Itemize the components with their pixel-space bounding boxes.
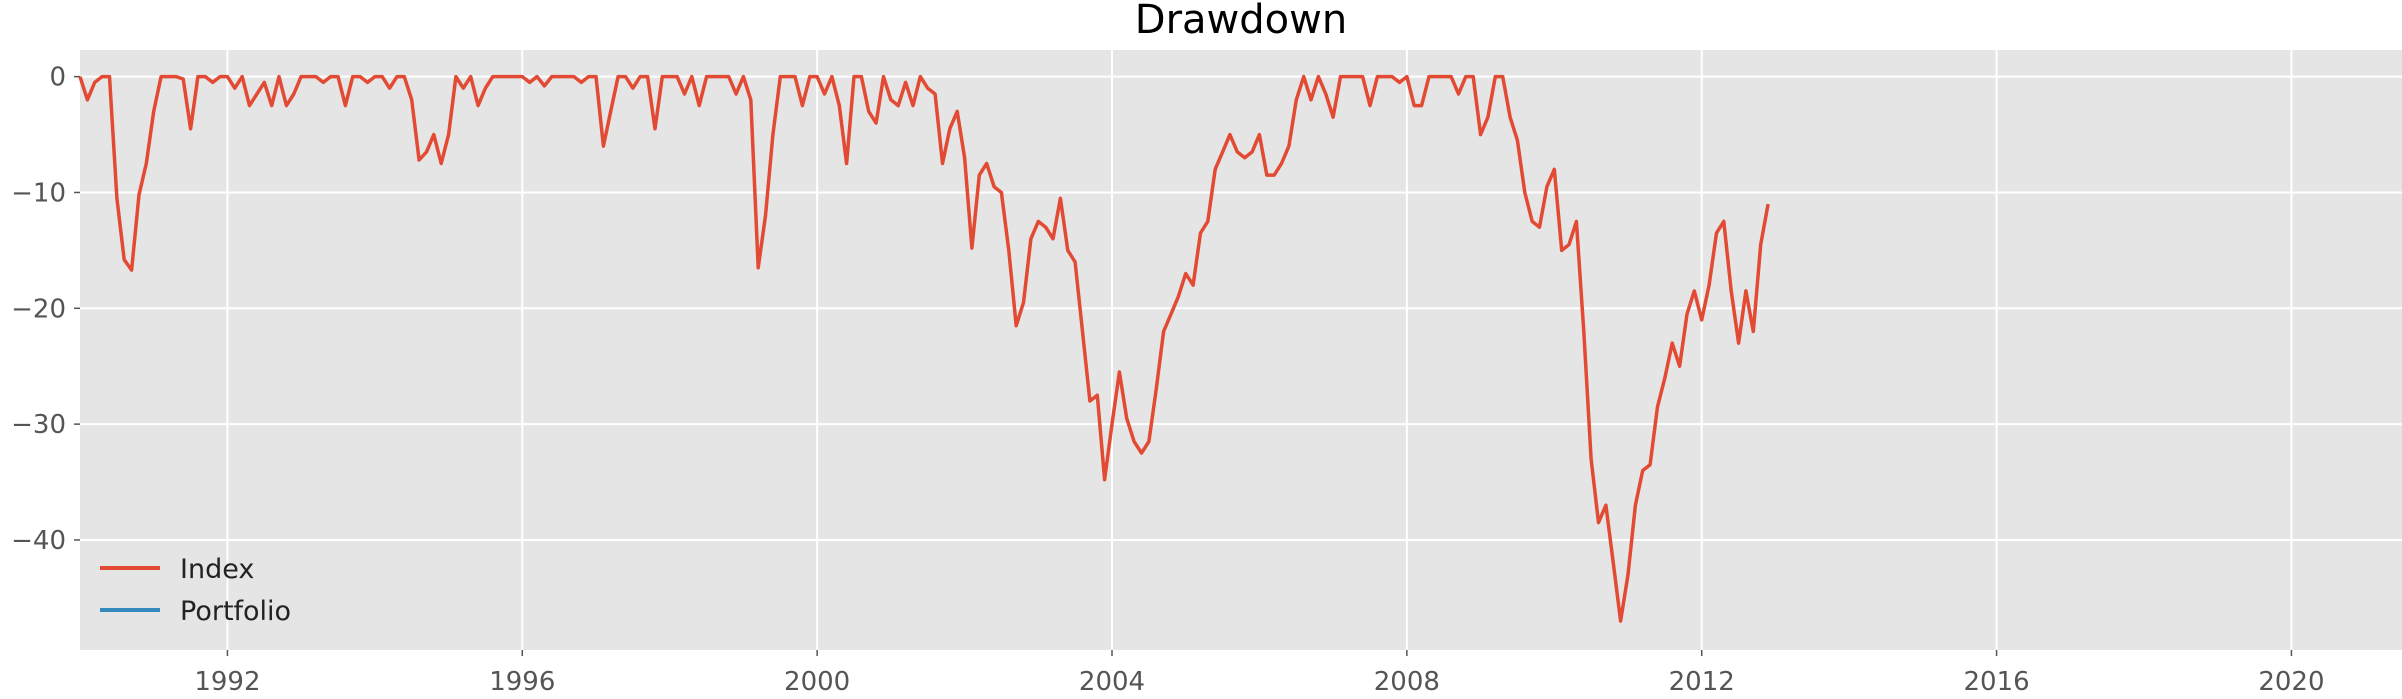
y-tick-label: −40: [11, 526, 66, 556]
y-tick-label: 0: [49, 63, 66, 93]
x-tick-label: 1996: [489, 667, 555, 697]
legend: Index Portfolio: [100, 554, 291, 627]
x-tick-label: 2008: [1374, 667, 1440, 697]
x-tick-label: 2020: [2258, 667, 2324, 697]
chart-title: Drawdown: [1135, 0, 1347, 43]
plot-area: 1992 1996 2000 2004 2008 2012 2016 2020 0 −10 −20 −…: [11, 50, 2402, 697]
x-tick-label: 2000: [784, 667, 850, 697]
y-tick-label: −10: [11, 178, 66, 208]
y-tick-label: −30: [11, 410, 66, 440]
plot-background: [80, 50, 2402, 650]
x-tick-label: 1992: [194, 667, 260, 697]
x-tick-label: 2004: [1079, 667, 1145, 697]
series-line-index: [78, 74, 1770, 623]
y-tick-label: −20: [11, 294, 66, 324]
legend-label-index: Index: [180, 554, 254, 585]
x-tick-label: 2012: [1669, 667, 1735, 697]
x-tick-label: 2016: [1963, 667, 2029, 697]
legend-label-portfolio: Portfolio: [180, 596, 291, 627]
